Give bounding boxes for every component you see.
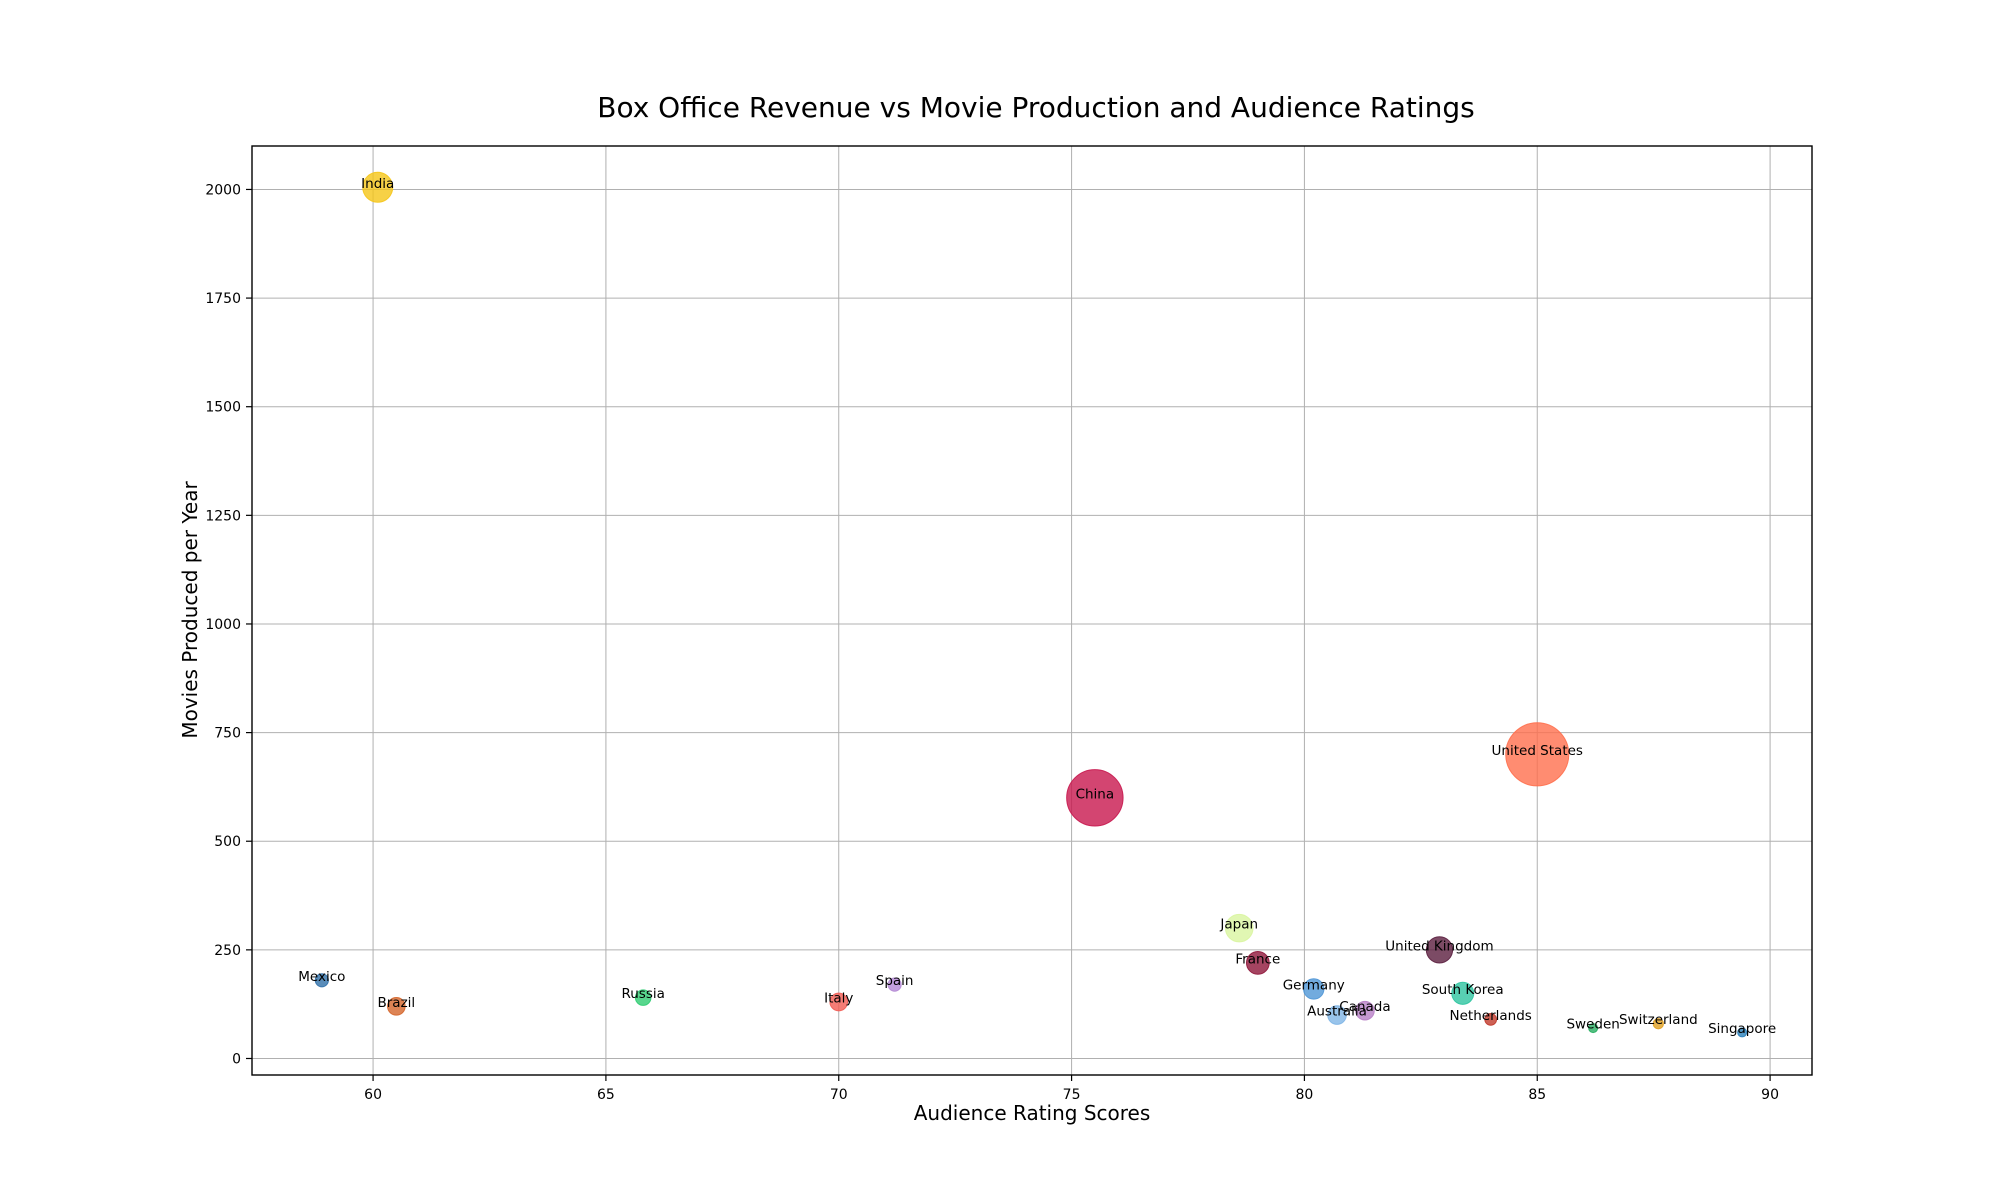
point-label: South Korea [1422, 982, 1504, 998]
data-point [1425, 936, 1454, 964]
data-point [387, 997, 406, 1016]
x-tick-label: 90 [1761, 1087, 1779, 1103]
y-tick-label: 1000 [205, 617, 241, 633]
y-tick-label: 750 [214, 726, 241, 742]
point-label: Sweden [1566, 1017, 1619, 1033]
data-point [1327, 1005, 1347, 1025]
y-tick-label: 500 [214, 834, 241, 850]
x-tick-label: 85 [1528, 1087, 1546, 1103]
plot-area-frame [251, 145, 1813, 1076]
data-point [362, 171, 394, 203]
data-point [1737, 1027, 1748, 1038]
y-tick-label: 1500 [205, 400, 241, 416]
data-point [1245, 951, 1270, 975]
point-labels: India United States China Japan United Kingd… [298, 176, 1776, 1037]
point-label: France [1235, 951, 1280, 967]
x-axis-label: Audience Rating Scores [914, 1101, 1151, 1125]
point-label: Netherlands [1450, 1008, 1532, 1024]
y-tick-label: 0 [232, 1051, 241, 1067]
data-point [1652, 1018, 1664, 1030]
point-label: Switzerland [1619, 1012, 1698, 1028]
point-label: India [361, 176, 394, 192]
point-label: United Kingdom [1385, 938, 1493, 954]
data-point [1224, 913, 1254, 943]
x-tick-label: 60 [364, 1087, 382, 1103]
x-tick-label: 75 [1063, 1087, 1081, 1103]
gridlines [252, 146, 1812, 1075]
point-label: Spain [876, 973, 914, 989]
data-point [314, 973, 329, 988]
x-tick-label: 70 [830, 1087, 848, 1103]
point-label: Japan [1219, 917, 1258, 933]
point-label: Brazil [378, 995, 416, 1011]
data-point [1451, 981, 1475, 1005]
data-point [1484, 1012, 1498, 1026]
y-tick-label: 2000 [205, 182, 241, 198]
x-tick-label: 80 [1296, 1087, 1314, 1103]
point-label: Germany [1283, 977, 1345, 993]
y-tick-label: 250 [214, 943, 241, 959]
data-point [634, 989, 652, 1006]
y-axis-label: Movies Produced per Year [178, 481, 202, 739]
y-tick-label: 1250 [205, 508, 241, 524]
data-point [1355, 1000, 1375, 1021]
point-label: Canada [1339, 999, 1390, 1015]
point-label: Singapore [1708, 1021, 1776, 1037]
point-label: Italy [824, 991, 853, 1007]
y-tick-label: 1750 [205, 291, 241, 307]
point-label: Russia [621, 986, 664, 1002]
data-point [829, 992, 849, 1012]
data-points [314, 171, 1748, 1038]
data-point [1588, 1023, 1599, 1034]
chart-title: Box Office Revenue vs Movie Production a… [597, 91, 1475, 124]
point-label: Mexico [298, 969, 345, 985]
axis-ticks: 60 65 70 75 80 85 90 0 250 500 750 1000 1250 1500 1750… [205, 182, 1779, 1103]
point-label: United States [1492, 743, 1583, 759]
data-point [1066, 769, 1124, 827]
point-label: China [1076, 786, 1115, 802]
data-point [1505, 722, 1570, 787]
x-tick-label: 65 [597, 1087, 615, 1103]
data-point [1303, 978, 1325, 1000]
data-point [887, 977, 902, 992]
point-label: Australia [1307, 1004, 1367, 1020]
